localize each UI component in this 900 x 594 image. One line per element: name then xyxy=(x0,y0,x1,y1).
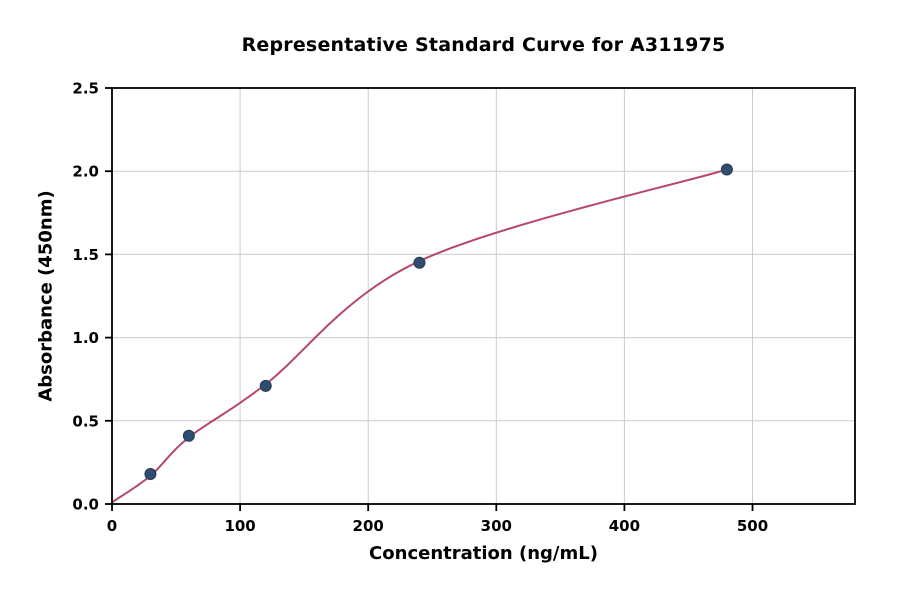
y-tick-label: 0.0 xyxy=(72,496,99,514)
data-point xyxy=(182,429,195,442)
x-tick-label: 200 xyxy=(353,517,384,535)
fitted-curve xyxy=(111,168,728,504)
y-axis-label: Absorbance (450nm) xyxy=(35,190,57,402)
x-tick-label: 500 xyxy=(737,517,768,535)
data-point xyxy=(720,163,733,176)
chart-title: Representative Standard Curve for A31197… xyxy=(241,34,726,56)
y-tick-label: 2.0 xyxy=(72,163,99,181)
x-tick-label: 400 xyxy=(609,517,640,535)
x-axis-label: Concentration (ng/mL) xyxy=(369,543,598,564)
data-point xyxy=(144,468,157,481)
data-point xyxy=(259,379,272,392)
y-tick-label: 0.5 xyxy=(72,412,99,430)
x-tick-label: 300 xyxy=(481,517,512,535)
y-tick-label: 1.0 xyxy=(72,329,99,347)
x-tick-label: 0 xyxy=(107,517,117,535)
y-tick-label: 1.5 xyxy=(72,246,99,264)
data-point xyxy=(413,256,426,269)
plot-border xyxy=(111,87,856,505)
y-tick-label: 2.5 xyxy=(72,80,99,98)
x-tick-label: 100 xyxy=(224,517,255,535)
